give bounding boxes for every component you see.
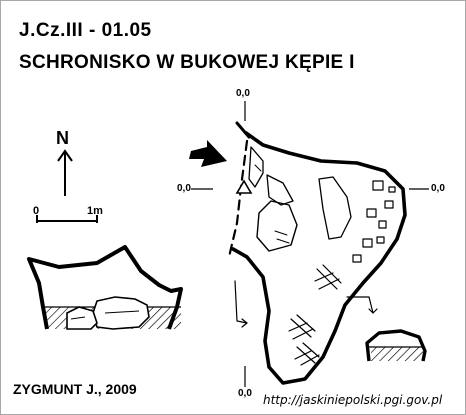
scale-start-label: 0 xyxy=(33,205,40,217)
source-link[interactable]: http://jaskiniepolski.pgi.gov.pl xyxy=(263,393,443,407)
coordinate-left-label: 0,0 xyxy=(177,183,191,194)
cave-code: J.Cz.III - 01.05 xyxy=(19,20,152,41)
cross-section xyxy=(27,245,183,330)
author-credit: ZYGMUNT J., 2009 xyxy=(13,381,137,397)
north-label: N xyxy=(56,128,69,148)
coordinate-bottom-label: 0,0 xyxy=(238,388,252,399)
coordinate-top-label: 0,0 xyxy=(236,88,250,99)
coordinate-right-label: 0,0 xyxy=(431,183,445,194)
scale-end-label: 1m xyxy=(87,205,103,217)
survey-triangle-icon xyxy=(235,179,253,194)
entrance-arrow-icon xyxy=(189,140,227,167)
cave-name: SCHRONISKO W BUKOWEJ KĘPIE I xyxy=(19,52,355,73)
scale-bar xyxy=(36,215,98,223)
plan-view xyxy=(227,121,407,385)
small-section xyxy=(365,329,427,362)
coordinate-axes xyxy=(191,101,429,387)
north-arrow-icon xyxy=(57,149,73,196)
